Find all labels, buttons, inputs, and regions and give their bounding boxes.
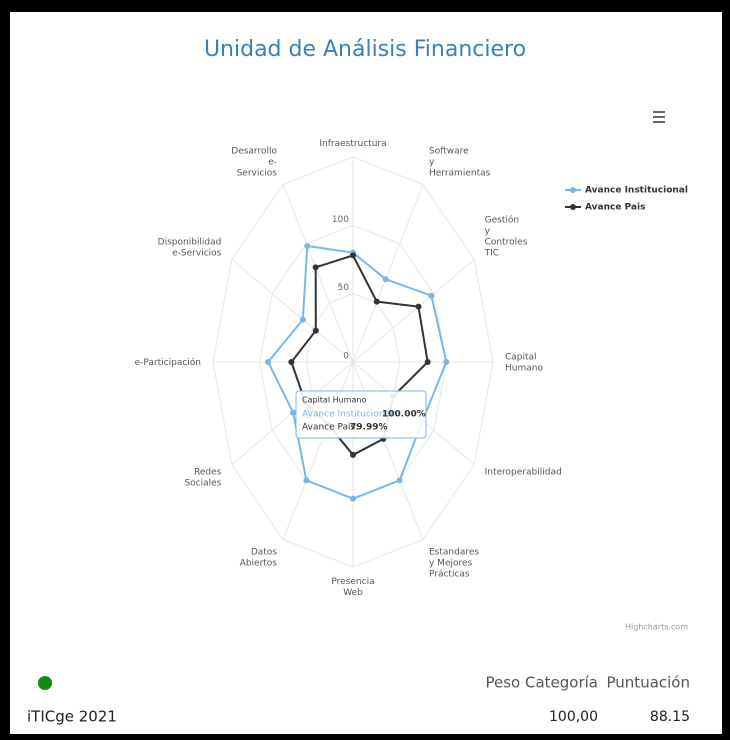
- y-tick-label: 50: [338, 283, 350, 293]
- menu-icon[interactable]: [653, 111, 665, 123]
- tooltip-value: 79.99%: [350, 423, 388, 433]
- menu-bar: [653, 116, 665, 118]
- point: [350, 451, 356, 458]
- point: [312, 327, 319, 334]
- point: [396, 477, 403, 484]
- category-label: Interoperabilidad: [485, 467, 562, 477]
- chart-title: Unidad de Análisis Financiero: [204, 37, 526, 62]
- category-label: Estandares y Mejores Prácticas: [429, 547, 479, 579]
- category-label: Presencia Web: [331, 577, 374, 598]
- point: [382, 276, 389, 283]
- spoke: [231, 259, 354, 363]
- spoke: [352, 259, 475, 363]
- footer-header: Peso Categoría: [486, 674, 599, 692]
- legend-marker: [570, 204, 576, 210]
- tooltip-box: [295, 390, 427, 439]
- point: [415, 303, 422, 310]
- footer-value: 88.15: [650, 709, 690, 725]
- tooltip-label: Avance Institucional:: [302, 410, 396, 420]
- point: [428, 292, 435, 299]
- status-dot: [38, 676, 52, 690]
- tooltip-value: 100.00%: [382, 410, 426, 420]
- point: [290, 409, 297, 416]
- category-label: Disponibilidad e-Servicios: [158, 237, 222, 258]
- spoke: [352, 184, 424, 363]
- y-tick-label: 100: [332, 215, 349, 225]
- point: [312, 264, 319, 271]
- tooltip-header: Capital Humano: [302, 396, 366, 405]
- tooltip-label: Avance Pais:: [302, 423, 358, 433]
- footer-value: 100,00: [549, 709, 598, 725]
- menu-bar: [653, 111, 665, 113]
- point: [265, 359, 272, 365]
- category-label: e-Participación: [135, 357, 201, 368]
- category-label: Infraestructura: [319, 139, 386, 149]
- category-label: Gestión y Controles TIC: [484, 214, 528, 258]
- point: [299, 316, 306, 323]
- point: [424, 359, 431, 365]
- y-tick-label: 0: [343, 352, 349, 362]
- legend-marker: [570, 187, 576, 193]
- spoke: [282, 184, 354, 363]
- category-label: Datos Abiertos: [240, 547, 278, 568]
- tooltip: Capital Humano Avance Institucional:100.0…: [295, 390, 427, 439]
- point: [303, 477, 310, 484]
- point: [350, 252, 356, 259]
- point: [304, 243, 311, 250]
- footer-header: Puntuación: [607, 674, 690, 692]
- credits: Highcharts.com: [625, 623, 688, 632]
- menu-bar: [653, 121, 665, 123]
- category-label: Desarrollo e-Servicios: [231, 146, 277, 178]
- point: [443, 359, 450, 365]
- category-label: Capital Humano: [505, 352, 543, 373]
- legend-label: Avance Institucional: [585, 186, 688, 196]
- point: [373, 298, 380, 305]
- legend-label: Avance Pais: [585, 203, 645, 213]
- point: [350, 495, 356, 502]
- footer-name: iTICge 2021: [27, 708, 117, 726]
- category-label: Redes Sociales: [184, 467, 221, 488]
- point: [288, 359, 295, 365]
- category-label: Software y Herramientas: [429, 146, 491, 178]
